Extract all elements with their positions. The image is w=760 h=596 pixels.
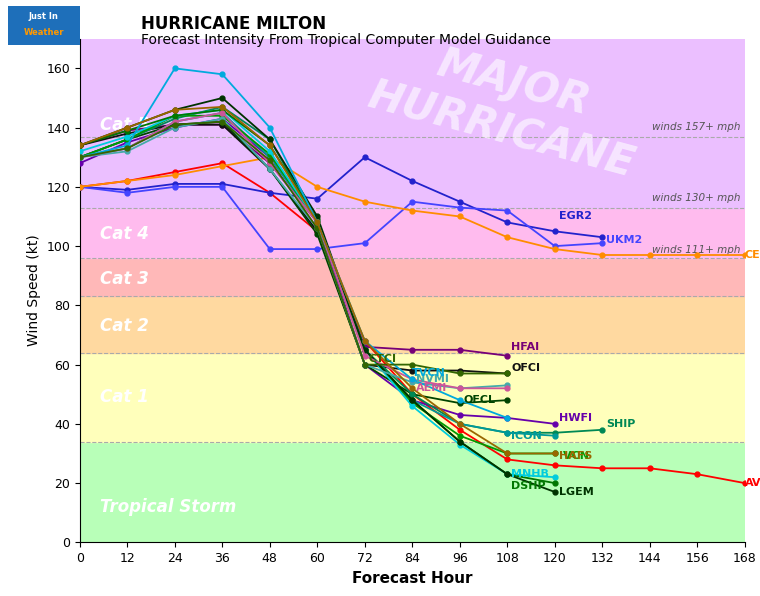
Text: Cat 4: Cat 4: [100, 225, 148, 243]
Text: MNHB: MNHB: [511, 469, 549, 479]
Text: HFAI: HFAI: [511, 342, 540, 352]
Text: HAFS: HAFS: [559, 451, 592, 461]
Text: DSHP: DSHP: [511, 481, 546, 491]
Text: Just In: Just In: [29, 13, 59, 21]
Bar: [80, 258, 745, 296]
Text: Weather: Weather: [24, 28, 64, 37]
Text: AEMI: AEMI: [416, 383, 448, 393]
X-axis label: Forecast Hour: Forecast Hour: [352, 570, 473, 586]
Bar: [80, 207, 745, 258]
Text: HURRICANE MILTON: HURRICANE MILTON: [141, 15, 326, 33]
Text: Forecast Intensity From Tropical Computer Model Guidance: Forecast Intensity From Tropical Compute…: [141, 33, 550, 46]
Text: CTCI: CTCI: [369, 353, 397, 364]
Text: IVCN: IVCN: [559, 451, 589, 461]
Text: NVMI: NVMI: [416, 374, 449, 384]
Text: Cat 3: Cat 3: [100, 270, 148, 288]
Text: LGEM: LGEM: [559, 487, 594, 497]
Text: EGR2: EGR2: [559, 212, 592, 222]
Bar: [80, 296, 745, 353]
Text: Tropical Storm: Tropical Storm: [100, 498, 236, 516]
Bar: [80, 353, 745, 442]
Text: CEM2: CEM2: [745, 250, 760, 260]
Text: Cat 2: Cat 2: [100, 317, 148, 335]
Text: winds 130+ mph: winds 130+ mph: [652, 193, 741, 203]
Y-axis label: Wind Speed (kt): Wind Speed (kt): [27, 235, 40, 346]
Text: AVNI: AVNI: [745, 478, 760, 488]
Text: SHIP: SHIP: [606, 419, 635, 429]
Text: OFCI: OFCI: [511, 362, 540, 372]
Text: Cat 1: Cat 1: [100, 388, 148, 406]
Text: winds 111+ mph: winds 111+ mph: [652, 245, 741, 255]
Text: TVCN: TVCN: [412, 368, 446, 378]
Text: MAJOR
HURRICANE: MAJOR HURRICANE: [363, 27, 651, 186]
Text: OFCL: OFCL: [464, 395, 496, 405]
Text: HWFI: HWFI: [559, 413, 592, 423]
Text: Cat 5: Cat 5: [100, 116, 148, 134]
Text: UKM2: UKM2: [606, 235, 642, 245]
Bar: [80, 442, 745, 542]
Text: ICON: ICON: [511, 431, 542, 440]
Bar: [80, 39, 745, 207]
Text: winds 157+ mph: winds 157+ mph: [652, 122, 741, 132]
